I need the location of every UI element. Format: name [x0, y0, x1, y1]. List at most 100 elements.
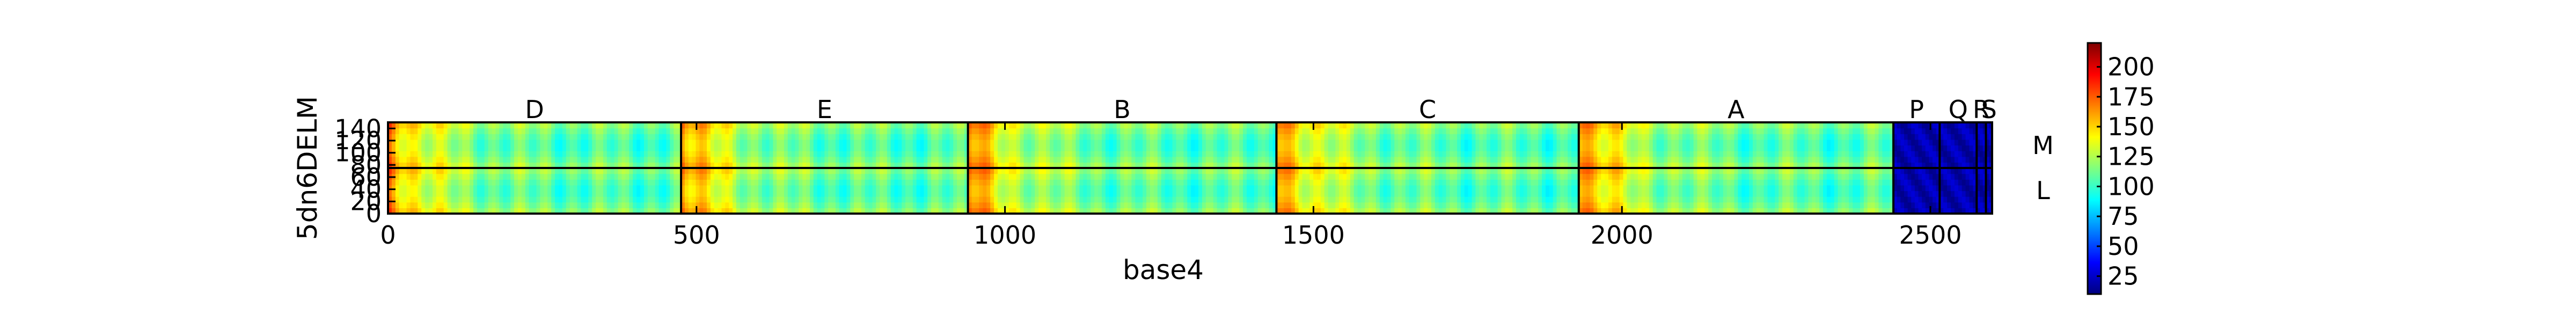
heatmap-cell	[1198, 179, 1203, 186]
heatmap-cell	[1324, 168, 1329, 174]
heatmap-cell	[832, 128, 836, 134]
heatmap-cell	[949, 185, 954, 192]
heatmap-cell	[1269, 139, 1274, 146]
heatmap-cell	[1139, 151, 1143, 157]
heatmap-cell	[799, 145, 803, 151]
heatmap-cell	[813, 196, 818, 203]
heatmap-cell	[1313, 168, 1318, 174]
heatmap-cell	[902, 128, 906, 134]
heatmap-cell	[1183, 179, 1188, 186]
heatmap-cell	[1012, 179, 1017, 186]
heatmap-cell	[1309, 128, 1314, 134]
heatmap-cell	[1038, 196, 1043, 203]
heatmap-cell	[507, 122, 511, 129]
heatmap-cell	[1113, 173, 1117, 180]
heatmap-cell	[495, 134, 500, 140]
heatmap-cell	[1383, 196, 1388, 203]
heatmap-cell	[946, 139, 950, 146]
heatmap-cell	[1172, 156, 1177, 163]
heatmap-cell	[447, 122, 452, 129]
heatmap-cell	[414, 173, 418, 180]
heatmap-cell	[1001, 134, 1006, 140]
heatmap-cell	[1490, 185, 1495, 192]
heatmap-cell	[1265, 191, 1270, 197]
heatmap-cell	[681, 208, 685, 214]
heatmap-cell	[916, 202, 921, 208]
heatmap-cell	[1120, 162, 1125, 169]
heatmap-cell	[551, 173, 555, 180]
heatmap-cell	[1387, 156, 1392, 163]
heatmap-cell	[688, 139, 693, 146]
heatmap-cell	[1420, 185, 1424, 192]
heatmap-cell	[755, 191, 759, 197]
heatmap-cell	[765, 202, 770, 208]
heatmap-cell	[1120, 191, 1125, 197]
heatmap-cell	[1098, 202, 1102, 208]
heatmap-cell	[674, 196, 678, 203]
heatmap-cell	[718, 134, 722, 140]
heatmap-cell	[1387, 139, 1392, 146]
heatmap-cell	[696, 208, 700, 214]
heatmap-cell	[633, 122, 637, 129]
heatmap-cell	[714, 151, 719, 157]
heatmap-cell	[1187, 156, 1191, 163]
heatmap-cell	[1109, 134, 1114, 140]
heatmap-cell	[1501, 128, 1505, 134]
heatmap-cell	[920, 151, 924, 157]
heatmap-cell	[1012, 191, 1017, 197]
heatmap-cell	[1254, 185, 1258, 192]
heatmap-cell	[990, 139, 994, 146]
heatmap-cell	[1139, 162, 1143, 169]
heatmap-cell	[1460, 145, 1465, 151]
heatmap-cell	[681, 185, 685, 192]
heatmap-cell	[957, 191, 961, 197]
heatmap-cell	[1413, 168, 1417, 174]
heatmap-cell	[1538, 173, 1542, 180]
heatmap-cell	[1453, 162, 1458, 169]
heatmap-cell	[725, 202, 729, 208]
heatmap-cell	[699, 151, 704, 157]
heatmap-cell	[1150, 134, 1154, 140]
heatmap-cell	[1224, 151, 1229, 157]
heatmap-cell	[703, 196, 707, 203]
heatmap-cell	[968, 134, 972, 140]
heatmap-cell	[492, 151, 496, 157]
heatmap-cell	[787, 139, 792, 146]
heatmap-cell	[492, 185, 496, 192]
heatmap-cell	[1068, 145, 1073, 151]
heatmap-cell	[1020, 173, 1024, 180]
heatmap-cell	[1153, 168, 1158, 174]
heatmap-cell	[1128, 179, 1132, 186]
heatmap-cell	[1512, 179, 1517, 186]
heatmap-cell	[536, 202, 540, 208]
heatmap-cell	[828, 208, 832, 214]
heatmap-cell	[1306, 134, 1310, 140]
heatmap-cell	[1254, 202, 1258, 208]
heatmap-cell	[1453, 151, 1458, 157]
heatmap-cell	[858, 185, 862, 192]
heatmap-cell	[447, 162, 452, 169]
heatmap-cell	[1128, 156, 1132, 163]
heatmap-cell	[1357, 145, 1362, 151]
heatmap-cell	[1101, 179, 1106, 186]
heatmap-cell	[596, 139, 600, 146]
heatmap-cell	[1079, 162, 1084, 169]
heatmap-cell	[1250, 208, 1255, 214]
heatmap-cell	[1375, 128, 1380, 134]
heatmap-cell	[670, 145, 674, 151]
heatmap-cell	[835, 145, 840, 151]
heatmap-cell	[733, 179, 737, 186]
heatmap-cell	[1172, 162, 1177, 169]
heatmap-cell	[532, 151, 537, 157]
heatmap-cell	[629, 196, 633, 203]
heatmap-cell	[1220, 179, 1225, 186]
heatmap-cell	[1309, 168, 1314, 174]
heatmap-cell	[510, 156, 515, 163]
heatmap-cell	[1109, 179, 1114, 186]
heatmap-cell	[1094, 196, 1099, 203]
heatmap-cell	[998, 128, 1002, 134]
heatmap-cell	[1372, 168, 1377, 174]
heatmap-cell	[824, 128, 829, 134]
heatmap-cell	[964, 168, 969, 174]
heatmap-cell	[484, 208, 489, 214]
